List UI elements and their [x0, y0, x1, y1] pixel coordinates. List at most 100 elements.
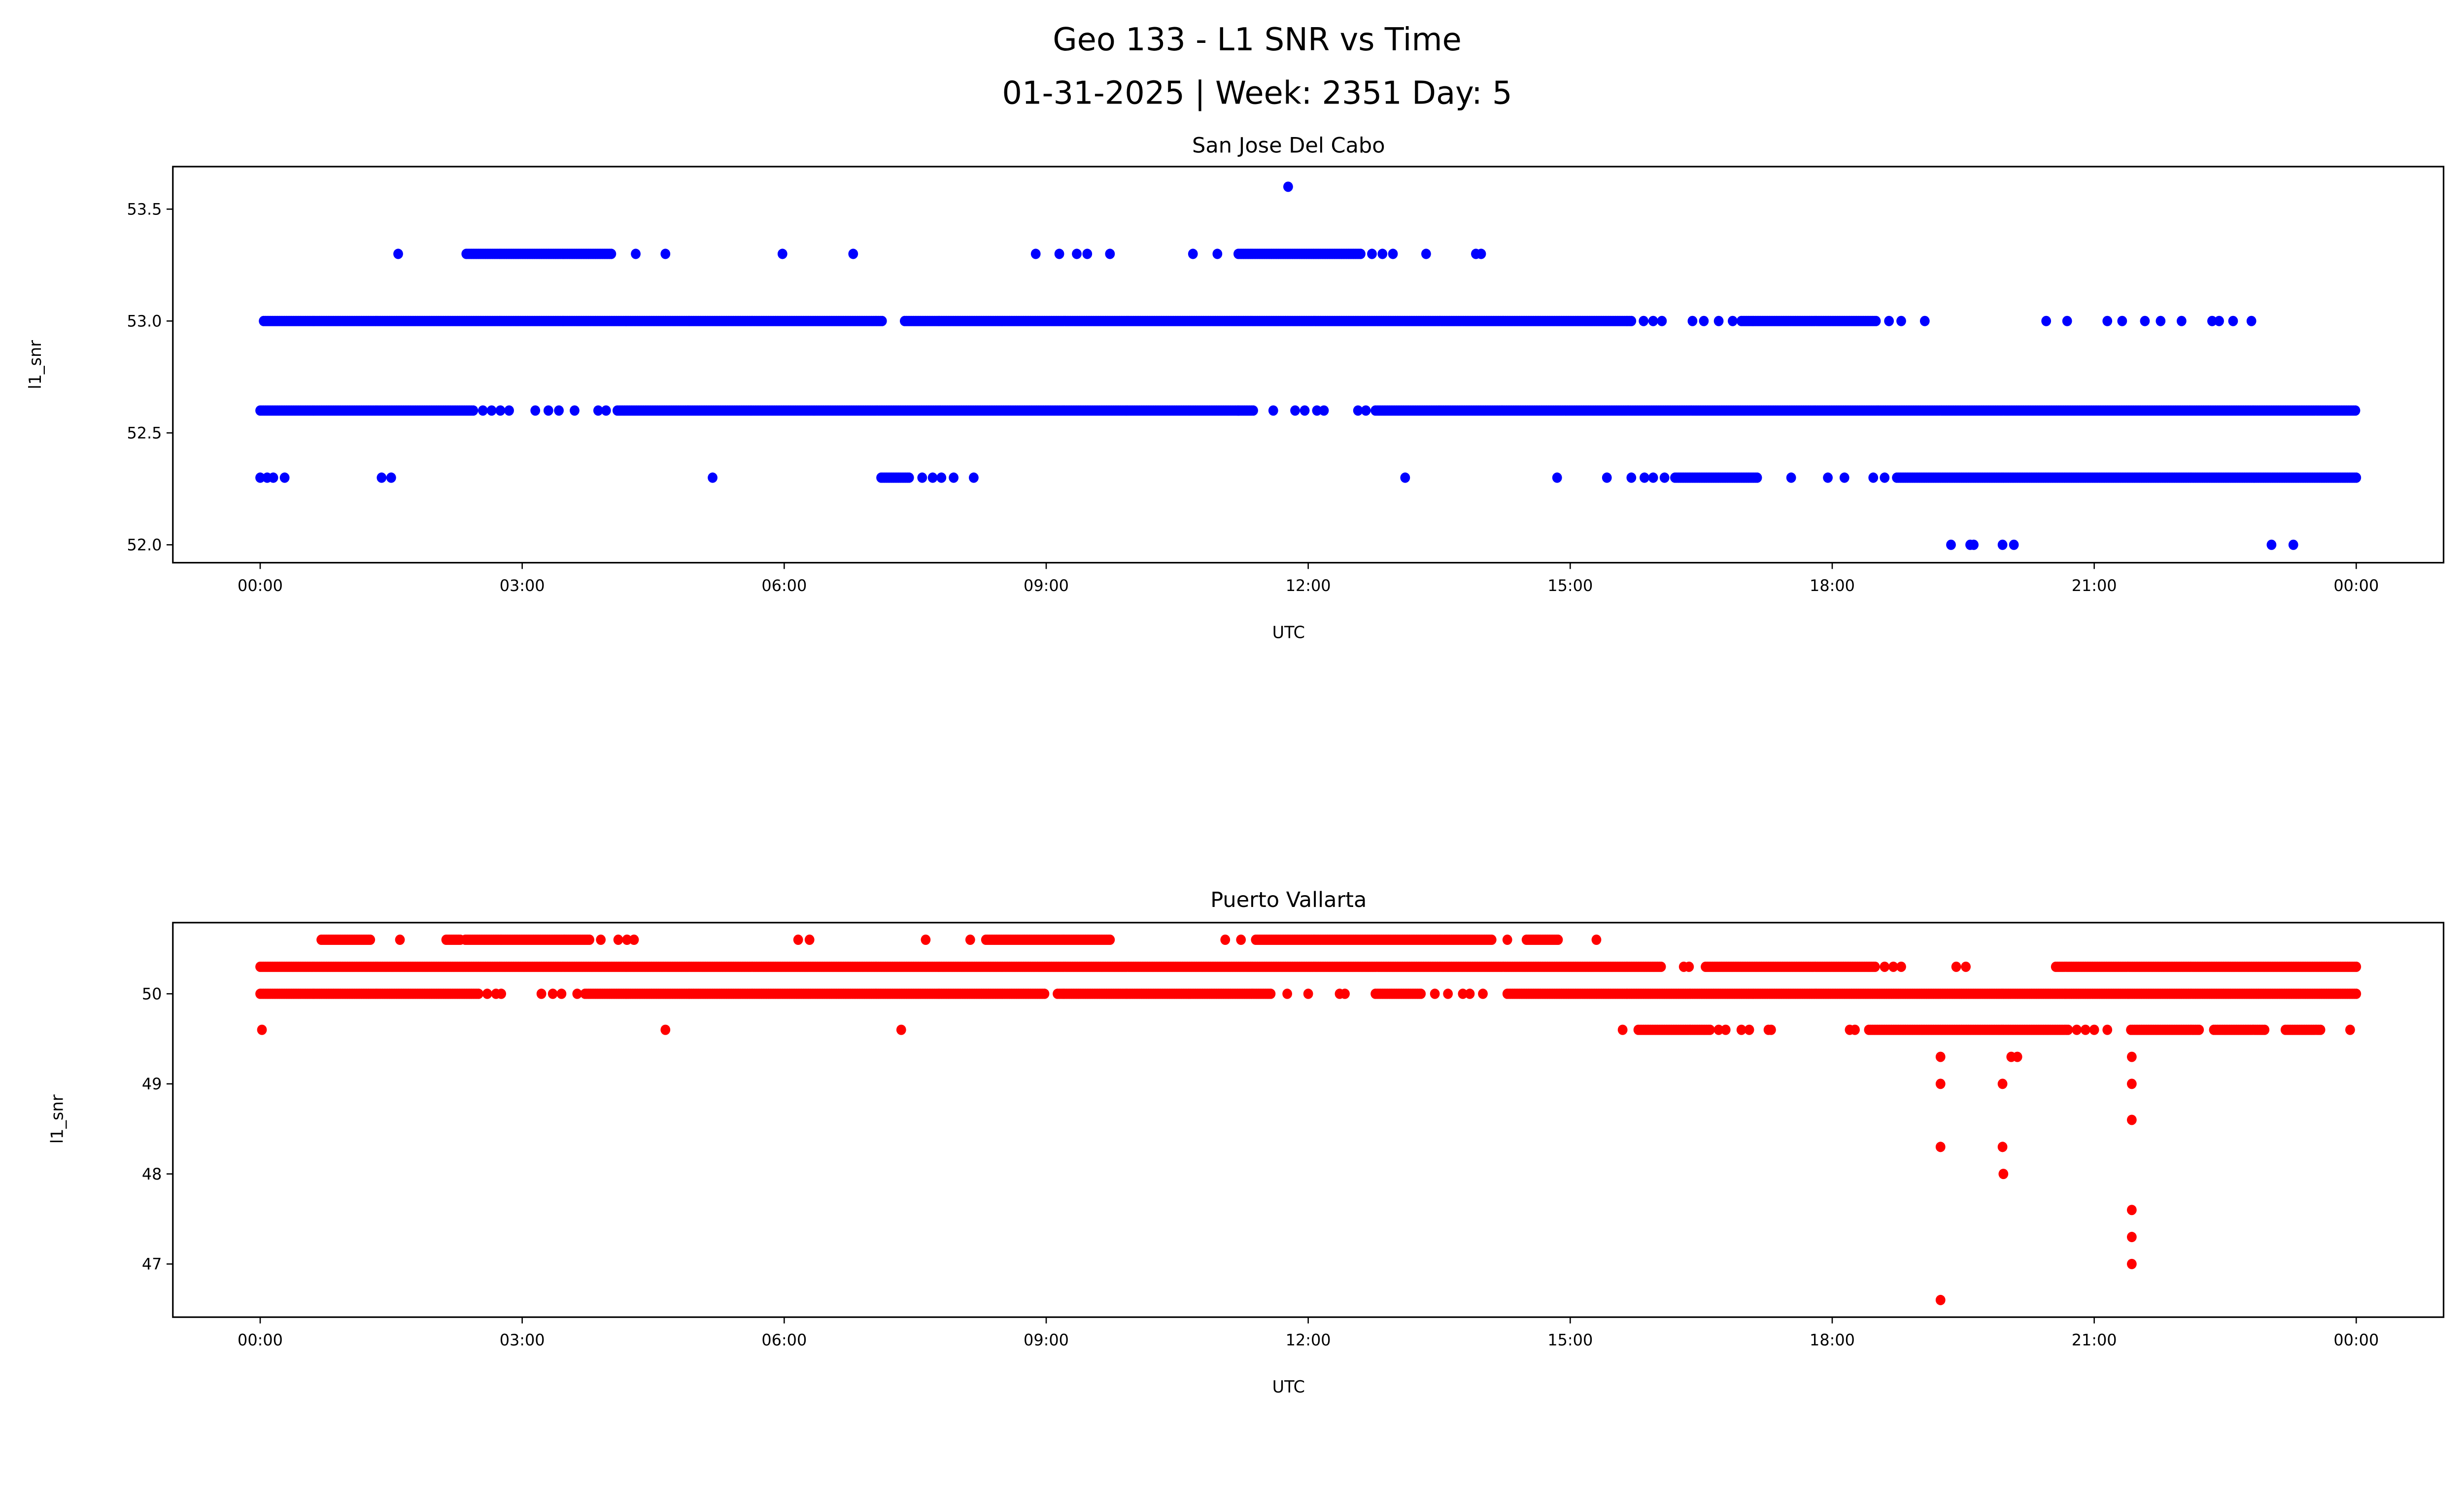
data-point	[1870, 961, 1880, 972]
data-point	[2228, 315, 2238, 326]
data-point	[1648, 472, 1658, 483]
data-point	[949, 472, 959, 483]
data-point	[1997, 539, 2008, 550]
data-point	[2009, 539, 2019, 550]
data-point	[631, 248, 641, 259]
data-point	[1400, 472, 1410, 483]
data-point	[1888, 961, 1898, 972]
data-point	[1188, 248, 1198, 259]
data-point	[1602, 472, 1612, 483]
data-point	[543, 405, 553, 416]
data-point	[1303, 988, 1313, 999]
x-axis-label: UTC	[1272, 623, 1305, 642]
x-tick-label: 18:00	[1810, 576, 1855, 595]
data-point	[1823, 472, 1833, 483]
data-point	[969, 472, 979, 483]
x-tick-label: 15:00	[1547, 576, 1593, 595]
data-point	[1699, 315, 1709, 326]
data-point	[1713, 315, 1724, 326]
data-point	[613, 935, 623, 945]
data-point	[478, 405, 488, 416]
y-axis-label: l1_snr	[26, 340, 45, 389]
data-point	[2351, 961, 2361, 972]
subplot-puerto-vallarta: Puerto Vallarta 00:00 03:00 06:00 09:00 12:0…	[48, 888, 2445, 1396]
data-point	[1552, 472, 1562, 483]
data-point	[2288, 539, 2298, 550]
scatter-points	[255, 181, 2361, 550]
data-point	[1421, 248, 1431, 259]
data-point	[1340, 988, 1350, 999]
data-point	[965, 935, 975, 945]
data-point	[1659, 472, 1670, 483]
data-point	[2214, 315, 2224, 326]
data-point	[395, 935, 405, 945]
data-point	[1430, 988, 1440, 999]
data-point	[536, 988, 547, 999]
subplot-title: Puerto Vallarta	[1210, 888, 1367, 912]
data-point	[548, 988, 558, 999]
data-point	[1880, 961, 1890, 972]
data-point	[848, 248, 858, 259]
data-point	[2176, 315, 2187, 326]
data-point	[495, 405, 506, 416]
data-point	[1233, 405, 1243, 416]
data-point	[1356, 248, 1366, 259]
y-axis-ticks: 52.052.553.053.5	[127, 200, 173, 554]
data-point	[1039, 988, 1050, 999]
data-point	[556, 988, 567, 999]
data-point	[1896, 961, 1906, 972]
data-point	[584, 935, 594, 945]
data-point	[927, 472, 938, 483]
data-point	[530, 405, 541, 416]
data-point	[2062, 315, 2072, 326]
data-point	[1212, 248, 1223, 259]
data-point	[1969, 539, 1979, 550]
data-point	[1465, 988, 1475, 999]
data-point	[1082, 248, 1093, 259]
data-point	[1268, 405, 1278, 416]
data-point	[622, 935, 632, 945]
data-point	[2041, 315, 2052, 326]
figure-title-line1: Geo 133 - L1 SNR vs Time	[1053, 22, 1462, 58]
data-point	[2207, 315, 2217, 326]
data-point	[474, 988, 483, 999]
data-point	[570, 405, 580, 416]
data-point	[904, 472, 914, 483]
data-point	[793, 935, 803, 945]
data-point	[1591, 935, 1602, 945]
data-point	[1871, 315, 1881, 326]
data-point	[606, 248, 616, 259]
data-point	[1220, 935, 1231, 945]
data-point	[1656, 961, 1666, 972]
data-point	[482, 988, 492, 999]
x-axis-ticks: 00:00 03:00 06:00 09:00 12:00 15:00 18:00 21:00…	[238, 562, 2379, 595]
x-tick-label: 09:00	[1024, 576, 1069, 595]
data-point	[1282, 988, 1292, 999]
data-point	[1443, 988, 1453, 999]
x-tick-label: 00:00	[2333, 576, 2379, 595]
data-point	[804, 935, 815, 945]
data-point	[1951, 961, 1961, 972]
data-point	[1648, 315, 1658, 326]
data-point	[1752, 472, 1762, 483]
data-point	[1639, 315, 1649, 326]
data-point	[936, 472, 947, 483]
data-point	[486, 405, 497, 416]
data-point	[268, 472, 278, 483]
subplot-san-jose-del-cabo: San Jose Del Cabo 00:00 03:00 06:00 09:00 12…	[26, 133, 2445, 642]
subplot-title: San Jose Del Cabo	[1192, 133, 1385, 158]
data-point	[921, 935, 931, 945]
data-point	[2102, 315, 2113, 326]
data-point	[255, 472, 265, 483]
data-point	[601, 405, 611, 416]
data-point	[1236, 935, 1246, 945]
y-tick-label: 53.0	[127, 312, 162, 330]
figure: Geo 133 - L1 SNR vs Time 01-31-2025 | We…	[25, 22, 2445, 1397]
data-point	[572, 988, 582, 999]
data-point	[1353, 405, 1363, 416]
data-point	[279, 472, 290, 483]
x-tick-label: 21:00	[2072, 576, 2117, 595]
scatter-points	[255, 935, 2361, 1305]
data-point	[1919, 315, 1930, 326]
data-point	[777, 248, 787, 259]
